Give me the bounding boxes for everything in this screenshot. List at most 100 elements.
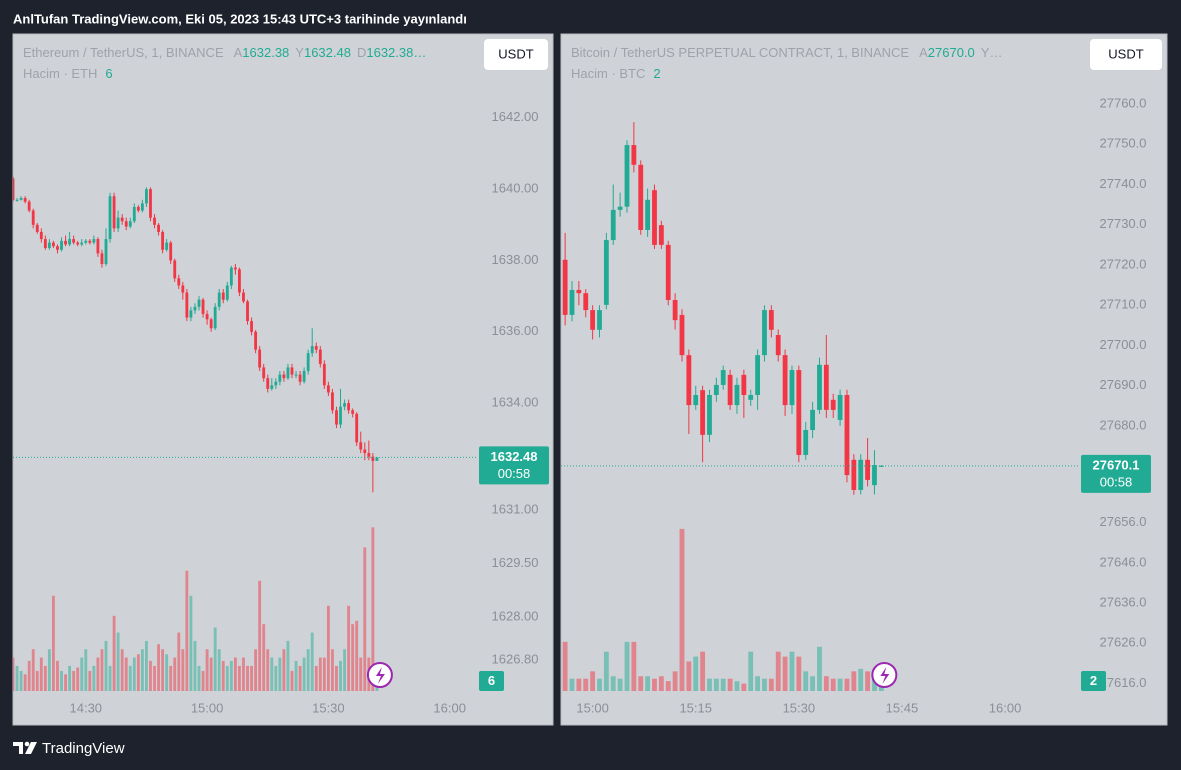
volume-bar [213, 627, 217, 691]
volume-last: 6 [105, 66, 112, 81]
volume-bar [64, 674, 67, 691]
candle-body [233, 267, 237, 270]
currency-button[interactable] [1090, 39, 1162, 70]
candle-body [266, 378, 270, 389]
volume-bar [266, 649, 270, 691]
volume-bar [201, 670, 205, 691]
candle-body [157, 224, 160, 232]
volume-bar [762, 678, 767, 691]
volume-bar [331, 649, 334, 691]
candle-body [314, 346, 318, 350]
ohlc-key: D [357, 45, 366, 60]
volume-bar [782, 656, 788, 691]
volume-bar [693, 656, 699, 691]
candle-body [351, 410, 355, 414]
volume-bar [610, 676, 616, 691]
candle-body [120, 217, 124, 222]
volume-bar [310, 632, 314, 691]
candle-body [624, 145, 630, 207]
candle-body [274, 381, 278, 386]
volume-bar [185, 570, 189, 691]
volume-bar [27, 660, 31, 691]
volume-legend: Hacim · ETH 6 [23, 66, 113, 81]
volume-bar [262, 624, 266, 691]
candle-body [185, 292, 189, 318]
candle-body [789, 370, 795, 406]
candle-body [326, 385, 330, 393]
candle-body [851, 459, 857, 490]
candle-body [775, 335, 781, 356]
plot-area [562, 122, 884, 691]
volume-bar [140, 649, 144, 691]
candle-body [262, 367, 266, 379]
candle-body [140, 203, 144, 211]
volume-bar [136, 654, 140, 691]
last-price-label: 27670.1 [1093, 457, 1140, 472]
volume-bar [19, 670, 23, 691]
candle-body [727, 374, 733, 406]
currency-label[interactable]: USDT [498, 46, 533, 61]
volume-bar [35, 670, 39, 691]
volume-bar [645, 676, 651, 691]
candle-body [128, 221, 132, 227]
candle-body [23, 198, 27, 202]
candle-body [177, 278, 181, 286]
volume-bar [124, 657, 128, 691]
candle-body [679, 314, 685, 356]
y-tick-label: 27680.0 [1100, 417, 1147, 432]
candle-body [68, 239, 72, 245]
candle-body [363, 449, 367, 454]
volume-value-box [1081, 671, 1106, 691]
currency-label[interactable]: USDT [1108, 46, 1143, 61]
candle-body [803, 430, 809, 455]
ohlc-value: 1632.48 [304, 45, 351, 60]
volume-bar [658, 676, 664, 691]
candle-body [161, 231, 165, 250]
volume-bar [359, 657, 363, 691]
candle-body [569, 289, 575, 315]
y-tick-label: 27646.0 [1100, 554, 1147, 569]
volume-bar [371, 527, 375, 691]
candle-body [56, 246, 59, 250]
candle-body [64, 240, 67, 245]
volume-bar [314, 665, 318, 691]
candle-body [318, 349, 322, 364]
y-tick-label: 27636.0 [1100, 594, 1147, 609]
candle-body [322, 363, 326, 386]
volume-bar [823, 676, 829, 691]
candle-body [755, 355, 761, 395]
volume-bar [242, 657, 245, 691]
candle-body [768, 310, 774, 330]
ohlc-key: A [234, 45, 243, 60]
volume-bar [238, 665, 241, 691]
volume-bar [665, 681, 671, 691]
candle-body [80, 242, 84, 245]
candle-body [343, 403, 346, 407]
candle-body [136, 206, 140, 211]
volume-bar [844, 678, 850, 691]
currency-button[interactable] [484, 39, 548, 70]
candle-body [375, 457, 379, 461]
candle-body [652, 190, 657, 245]
candle-body [693, 394, 699, 406]
volume-bar [865, 671, 870, 691]
candle-body [221, 292, 225, 300]
candle-body [112, 196, 116, 229]
symbol-name: Ethereum / TetherUS, 1, BINANCE [23, 45, 224, 60]
last-price-box [479, 446, 549, 485]
candle-body [583, 293, 589, 311]
volume-bar [108, 665, 112, 691]
symbol-legend: Bitcoin / TetherUS PERPETUAL CONTRACT, 1… [571, 45, 1002, 60]
chart-panel [560, 33, 1168, 726]
candle-body [823, 364, 829, 410]
volume-value-label: 6 [488, 673, 495, 688]
candle-body [610, 209, 616, 241]
candle-body [39, 231, 43, 240]
candle-body [782, 355, 788, 406]
volume-last: 2 [653, 66, 660, 81]
y-tick-label: 27616.0 [1100, 675, 1147, 690]
candle-body [810, 409, 816, 431]
volume-bar [52, 595, 55, 691]
volume-bar [165, 654, 169, 691]
